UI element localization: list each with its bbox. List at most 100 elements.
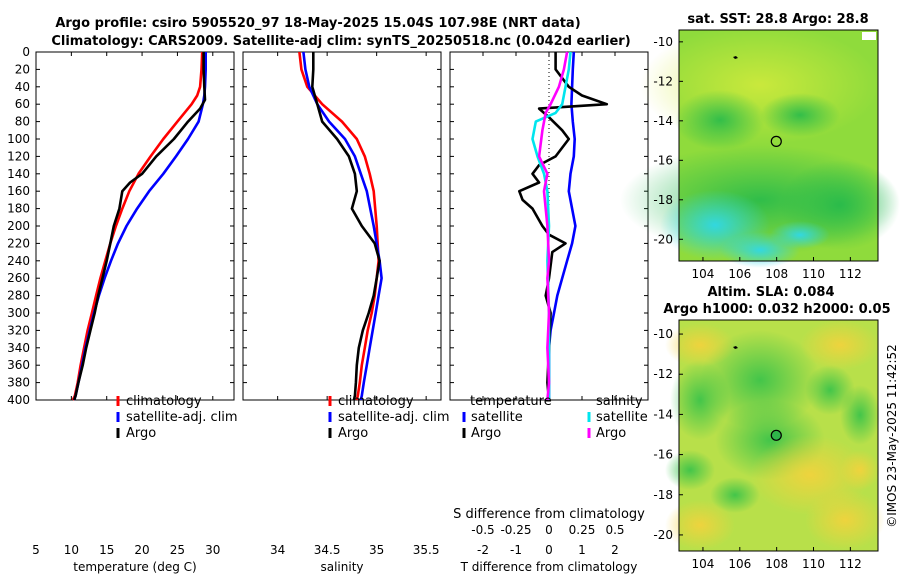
salinity-xlabel: salinity — [320, 560, 363, 574]
temperature-ytick-label: 180 — [7, 202, 30, 216]
sla-map-ytick-label: -14 — [653, 407, 673, 421]
salinity-legend-argo: Argo — [338, 426, 368, 441]
temperature-ytick-label: 60 — [15, 97, 30, 111]
salinity-axes-frame — [242, 51, 442, 401]
sla-map-ytick-label: -10 — [653, 327, 673, 341]
temperature-series-argo — [72, 52, 207, 401]
sla-map-ytick-label: -16 — [653, 448, 673, 462]
difference-s-tick-label: 0.5 — [605, 523, 624, 537]
temperature-xlabel: temperature (deg C) — [73, 560, 196, 574]
sla-map-ytick-label: -20 — [653, 528, 673, 542]
salinity-xtick-label: 35.5 — [413, 543, 440, 557]
salinity-series-argo — [310, 52, 381, 401]
sla-map-island — [733, 346, 738, 349]
sla-map-field — [665, 320, 885, 550]
sst-map-title: sat. SST: 28.8 Argo: 28.8 — [687, 12, 868, 27]
sst-map-ytick-label: -16 — [653, 153, 673, 167]
salinity-xtick-label: 34.5 — [314, 543, 341, 557]
credit-text: ©IMOS 23-May-2025 11:42:52 — [885, 344, 899, 528]
sst-map-ytick-label: -18 — [653, 193, 673, 207]
difference-xtick-label: -2 — [477, 543, 489, 557]
temperature-xtick-label: 5 — [32, 543, 40, 557]
difference-legend-t-argo: Argo — [471, 426, 501, 441]
temperature-ytick-label: 40 — [15, 80, 30, 94]
difference-s-label: S difference from climatology — [453, 507, 645, 522]
temperature-ytick-label: 160 — [7, 184, 30, 198]
temperature-ytick-label: 120 — [7, 149, 30, 163]
sla-map-xtick-label: 106 — [728, 557, 751, 571]
salinity-legend-satellite: satellite-adj. clim — [338, 410, 450, 425]
sla-map-xtick-label: 110 — [802, 557, 825, 571]
temperature-xtick-label: 15 — [99, 543, 114, 557]
temperature-xtick-label: 10 — [64, 543, 79, 557]
salinity-panel: 34 34.5 35 35.5 salinity climatology satell… — [242, 51, 450, 574]
salinity-legend-climatology: climatology — [338, 394, 414, 409]
temperature-legend-satellite: satellite-adj. clim — [126, 410, 238, 425]
temperature-series-climatology — [71, 51, 204, 401]
temperature-ticks: 5 10 15 20 25 3002040608010012014016018020022… — [7, 45, 234, 557]
sst-map-argo-marker — [770, 135, 782, 147]
sla-map-xtick-label: 108 — [765, 557, 788, 571]
temperature-ytick-label: 240 — [7, 254, 30, 268]
sla-map-title-1: Altim. SLA: 0.084 — [708, 285, 835, 300]
difference-series-salinity-argo — [537, 51, 569, 401]
temperature-xtick-label: 30 — [205, 543, 220, 557]
temperature-lines — [71, 51, 207, 401]
sst-map-ytick-label: -14 — [653, 114, 673, 128]
difference-s-tick-label: 0.25 — [569, 523, 596, 537]
temperature-ytick-label: 280 — [7, 289, 30, 303]
temperature-axes-frame — [35, 51, 235, 401]
difference-legend-t-satellite: satellite — [471, 410, 523, 425]
temperature-ytick-label: 20 — [15, 62, 30, 76]
temperature-ytick-label: 260 — [7, 271, 30, 285]
difference-xtick-label: 0 — [545, 543, 553, 557]
temperature-ytick-label: 200 — [7, 219, 30, 233]
sst-map-ytick-label: -12 — [653, 74, 673, 88]
difference-series-temperature-argo — [517, 52, 609, 401]
temperature-ytick-label: 80 — [15, 115, 30, 129]
difference-legend-temperature-heading: temperature — [470, 394, 552, 409]
sst-map-xtick-label: 104 — [692, 267, 715, 281]
sla-map-xtick-label: 112 — [839, 557, 862, 571]
salinity-xtick-label: 35 — [369, 543, 384, 557]
difference-legend-s-satellite: satellite — [596, 410, 648, 425]
temperature-ytick-label: 340 — [7, 341, 30, 355]
sla-map-ytick-label: -18 — [653, 488, 673, 502]
salinity-lines — [298, 51, 383, 401]
temperature-ytick-label: 220 — [7, 236, 30, 250]
salinity-legend: climatology satellite-adj. clim Argo — [328, 394, 450, 441]
sla-map-xtick-label: 104 — [692, 557, 715, 571]
difference-xtick-label: -1 — [510, 543, 522, 557]
temperature-panel: 5 10 15 20 25 3002040608010012014016018020022… — [7, 45, 238, 574]
sst-map-frame — [678, 29, 879, 262]
temperature-ytick-label: 300 — [7, 306, 30, 320]
difference-xlabel: T difference from climatology — [460, 560, 638, 574]
sst-map-ticks: 104 106 108 110 112 -10 -12 -14 -16 -18 -20 — [653, 35, 861, 281]
temperature-legend-argo: Argo — [126, 426, 156, 441]
sst-map-xtick-label: 106 — [728, 267, 751, 281]
temperature-ytick-label: 380 — [7, 376, 30, 390]
temperature-ytick-label: 140 — [7, 167, 30, 181]
header-line-1: Argo profile: csiro 5905520_97 18-May-20… — [55, 16, 580, 31]
temperature-ytick-label: 320 — [7, 323, 30, 337]
temperature-xtick-label: 20 — [134, 543, 149, 557]
sst-map-ytick-label: -10 — [653, 35, 673, 49]
sla-map-ytick-label: -12 — [653, 367, 673, 381]
temperature-ytick-label: 100 — [7, 132, 30, 146]
salinity-ticks: 34 34.5 35 35.5 — [243, 51, 441, 557]
sla-map-ticks: 104 106 108 110 112 -10 -12 -14 -16 -18 -20 — [653, 327, 861, 571]
temperature-ytick-label: 400 — [7, 393, 30, 407]
difference-legend-s-argo: Argo — [596, 426, 626, 441]
difference-ticks: -2 -1 0 1 2 -0.5 -0.25 0 0.25 0.5 — [450, 51, 648, 557]
temperature-ytick-label: 360 — [7, 358, 30, 372]
difference-s-tick-label: -0.25 — [500, 523, 531, 537]
temperature-legend: climatology satellite-adj. clim Argo — [116, 394, 238, 441]
temperature-ytick-label: 0 — [22, 45, 30, 59]
sst-map-xtick-label: 112 — [839, 267, 862, 281]
difference-s-tick-label: -0.5 — [471, 523, 494, 537]
temperature-legend-climatology: climatology — [126, 394, 202, 409]
sst-map-ytick-label: -20 — [653, 232, 673, 246]
difference-xtick-label: 2 — [611, 543, 619, 557]
temperature-xtick-label: 25 — [170, 543, 185, 557]
